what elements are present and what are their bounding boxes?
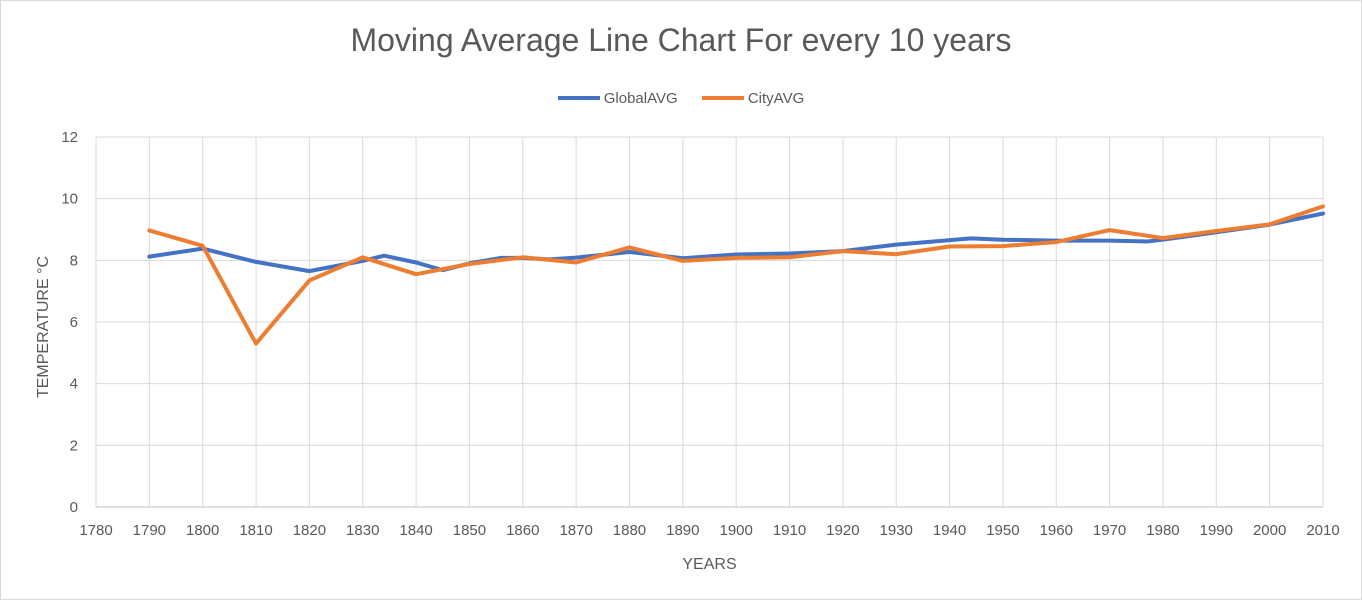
y-tick-label: 8 xyxy=(70,252,78,269)
x-tick-label: 1820 xyxy=(293,522,326,539)
y-tick-label: 4 xyxy=(70,376,78,393)
legend-swatch-city xyxy=(701,96,744,100)
x-tick-label: 1800 xyxy=(186,522,219,539)
x-axis-title: YEARS xyxy=(682,556,736,573)
x-tick-label: 2000 xyxy=(1253,522,1286,539)
x-tick-label: 1910 xyxy=(773,522,806,539)
x-tick-label: 1830 xyxy=(346,522,379,539)
x-tick-label: 1850 xyxy=(453,522,486,539)
legend-item-city: CityAVG xyxy=(701,89,805,107)
y-tick-label: 0 xyxy=(70,499,78,516)
x-tick-label: 1810 xyxy=(239,522,272,539)
y-axis-title: TEMPERATURE °C xyxy=(35,256,52,398)
x-tick-label: 1870 xyxy=(559,522,592,539)
x-tick-label: 1860 xyxy=(506,522,539,539)
x-tick-label: 1880 xyxy=(613,522,646,539)
y-tick-label: 10 xyxy=(61,191,78,208)
x-tick-label: 2010 xyxy=(1306,522,1339,539)
legend-label-global: GlobalAVG xyxy=(603,89,678,107)
legend-item-global: GlobalAVG xyxy=(557,89,678,107)
x-tick-label: 1970 xyxy=(1093,522,1126,539)
x-tick-label: 1780 xyxy=(79,522,112,539)
chart-title: Moving Average Line Chart For every 10 y… xyxy=(350,22,1012,58)
y-tick-label: 12 xyxy=(61,129,78,146)
x-tick-label: 1840 xyxy=(399,522,432,539)
x-tick-label: 1920 xyxy=(826,522,859,539)
x-tick-label: 1900 xyxy=(719,522,752,539)
legend: GlobalAVG CityAVG xyxy=(0,87,1362,107)
legend-label-city: CityAVG xyxy=(747,89,805,107)
x-tick-label: 1890 xyxy=(666,522,699,539)
series-line-cityavg xyxy=(147,204,1325,346)
x-tick-label: 1960 xyxy=(1040,522,1073,539)
x-tick-label: 1930 xyxy=(880,522,913,539)
x-tick-label: 1790 xyxy=(133,522,166,539)
x-tick-label: 1980 xyxy=(1146,522,1179,539)
x-tick-label: 1990 xyxy=(1200,522,1233,539)
x-tick-label: 1950 xyxy=(986,522,1019,539)
legend-swatch-global xyxy=(557,96,600,100)
x-tick-label: 1940 xyxy=(933,522,966,539)
y-tick-label: 6 xyxy=(70,314,78,331)
y-tick-label: 2 xyxy=(70,437,78,454)
